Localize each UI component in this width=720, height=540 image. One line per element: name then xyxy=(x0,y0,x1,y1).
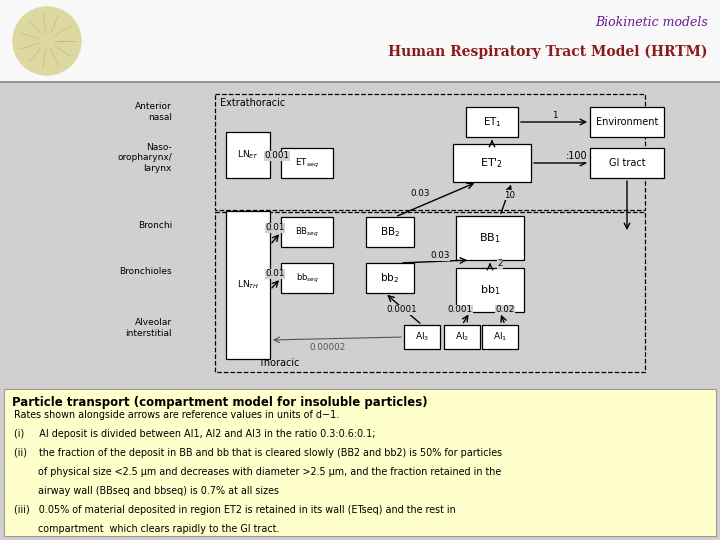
Text: bb$_{seq}$: bb$_{seq}$ xyxy=(295,272,318,285)
Text: Alveolar
interstitial: Alveolar interstitial xyxy=(125,318,172,338)
Bar xyxy=(366,217,414,247)
Bar xyxy=(226,211,270,359)
Text: airway wall (BBseq and bbseq) is 0.7% at all sizes: airway wall (BBseq and bbseq) is 0.7% at… xyxy=(14,486,279,496)
Text: 0.03: 0.03 xyxy=(410,188,430,198)
Text: 0.01: 0.01 xyxy=(265,269,284,279)
Bar xyxy=(456,268,524,312)
Bar xyxy=(456,216,524,260)
Text: 0.02: 0.02 xyxy=(495,306,515,314)
Bar xyxy=(4,389,716,536)
Bar xyxy=(226,132,270,178)
Text: bb$_1$: bb$_1$ xyxy=(480,283,500,297)
Text: LN$_{TH}$: LN$_{TH}$ xyxy=(237,279,259,291)
Text: Bronchioles: Bronchioles xyxy=(120,267,172,276)
Bar xyxy=(215,94,645,210)
Text: (ii)    the fraction of the deposit in BB and bb that is cleared slowly (BB2 and: (ii) the fraction of the deposit in BB a… xyxy=(14,448,502,458)
Text: Extrathoracic: Extrathoracic xyxy=(220,98,285,108)
Bar xyxy=(444,325,480,349)
Text: Anterior
nasal: Anterior nasal xyxy=(135,102,172,122)
Text: AI$_1$: AI$_1$ xyxy=(492,330,507,343)
Text: Particle transport (compartment model for insoluble particles): Particle transport (compartment model fo… xyxy=(12,396,428,409)
Text: Naso-
oropharynx/
larynx: Naso- oropharynx/ larynx xyxy=(117,143,172,173)
Text: (i)     AI deposit is divided between AI1, AI2 and AI3 in the ratio 0.3:0.6:0.1;: (i) AI deposit is divided between AI1, A… xyxy=(14,429,376,439)
Text: BB$_{seq}$: BB$_{seq}$ xyxy=(295,226,319,239)
Text: AI$_3$: AI$_3$ xyxy=(415,330,429,343)
Circle shape xyxy=(13,7,81,75)
Text: LN$_{ET}$: LN$_{ET}$ xyxy=(237,148,259,161)
Text: compartment  which clears rapidly to the GI tract.: compartment which clears rapidly to the … xyxy=(14,524,279,534)
Bar xyxy=(590,148,664,178)
Bar xyxy=(453,144,531,182)
Text: AI$_2$: AI$_2$ xyxy=(455,330,469,343)
Text: Rates shown alongside arrows are reference values in units of d−1.: Rates shown alongside arrows are referen… xyxy=(14,410,339,420)
Text: 0.01: 0.01 xyxy=(265,224,284,233)
Text: Biokinetic models: Biokinetic models xyxy=(595,16,708,29)
Bar xyxy=(404,325,440,349)
Text: ET$_{seq}$: ET$_{seq}$ xyxy=(295,157,319,170)
Text: (iii)   0.05% of material deposited in region ET2 is retained in its wall (ETseq: (iii) 0.05% of material deposited in reg… xyxy=(14,505,456,515)
Bar xyxy=(466,107,518,137)
Text: bb$_2$: bb$_2$ xyxy=(380,271,400,285)
Bar xyxy=(366,263,414,293)
Text: Thoracic: Thoracic xyxy=(258,358,300,368)
Text: GI tract: GI tract xyxy=(608,158,645,168)
Bar xyxy=(590,107,664,137)
Bar xyxy=(281,148,333,178)
Text: BB$_2$: BB$_2$ xyxy=(380,225,400,239)
Text: 0.0001: 0.0001 xyxy=(387,306,418,314)
Text: Bronchi: Bronchi xyxy=(138,220,172,230)
Text: 2: 2 xyxy=(498,260,503,268)
Text: 0.001: 0.001 xyxy=(264,152,289,160)
Text: BB$_1$: BB$_1$ xyxy=(480,231,501,245)
Text: 0.001: 0.001 xyxy=(448,306,472,314)
Text: of physical size <2.5 μm and decreases with diameter >2.5 μm, and the fraction r: of physical size <2.5 μm and decreases w… xyxy=(14,467,501,477)
Bar xyxy=(482,325,518,349)
Text: ET$_1$: ET$_1$ xyxy=(482,115,502,129)
Bar xyxy=(215,212,645,372)
Text: 10: 10 xyxy=(505,191,516,199)
Bar xyxy=(281,263,333,293)
Text: Environment: Environment xyxy=(596,117,658,127)
Text: Human Respiratory Tract Model (HRTM): Human Respiratory Tract Model (HRTM) xyxy=(389,45,708,59)
Bar xyxy=(281,217,333,247)
Text: 0.03: 0.03 xyxy=(431,252,450,260)
Text: 0.00002: 0.00002 xyxy=(310,343,346,353)
Text: 1: 1 xyxy=(552,111,558,119)
Text: :100: :100 xyxy=(566,151,588,161)
Text: ET$'_2$: ET$'_2$ xyxy=(480,156,503,170)
Bar xyxy=(0,0,720,82)
